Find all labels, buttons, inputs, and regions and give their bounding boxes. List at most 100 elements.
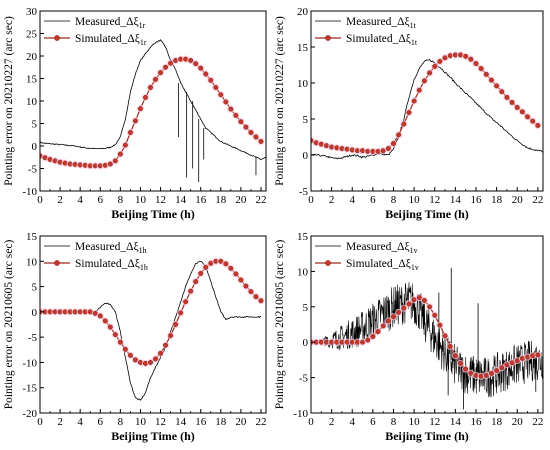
y-tick-label: 10	[26, 96, 38, 108]
x-tick-label: 2	[329, 194, 335, 206]
legend: Measured_Δξ1v Simulated_Δξ1v	[315, 241, 419, 272]
y-tick-label: 20	[297, 6, 309, 18]
simulated-point	[253, 134, 259, 140]
plot-area	[311, 267, 543, 410]
x-tick-label: 12	[429, 416, 440, 428]
simulated-point	[92, 310, 98, 316]
x-tick-label: 16	[195, 194, 207, 206]
plot-frame	[310, 235, 544, 414]
x-tick-label: 12	[155, 416, 166, 428]
simulated-point	[122, 142, 128, 148]
simulated-point	[483, 71, 489, 77]
simulated-point	[223, 99, 229, 105]
x-tick-label: 10	[135, 416, 147, 428]
simulated-point	[183, 299, 189, 305]
x-tick-label: 6	[370, 194, 376, 206]
x-tick-label: 16	[470, 416, 482, 428]
panel-1: 0 2 4 6 8 10 12 14 16 18 20 22 -10 -5 0 5 10 15 20 25 30 Beij…	[3, 6, 267, 221]
simulated-point	[153, 76, 158, 82]
simulated-point	[458, 52, 463, 58]
simulated-point	[483, 373, 489, 378]
x-tick-label: 22	[255, 416, 266, 428]
simulated-point	[339, 146, 345, 151]
simulated-point	[329, 339, 335, 345]
simulated-point	[324, 339, 329, 345]
x-tick-label: 0	[308, 416, 314, 428]
simulated-point	[318, 339, 324, 345]
y-tick-label: -20	[22, 408, 37, 420]
simulated-point	[473, 61, 479, 67]
simulated-point	[396, 132, 402, 138]
simulated-point	[334, 145, 340, 151]
simulated-point	[396, 310, 402, 315]
simulated-point	[117, 339, 123, 345]
simulated-point	[339, 339, 345, 345]
simulated-point	[218, 258, 224, 264]
simulated-point	[411, 98, 417, 104]
simulated-point	[463, 53, 469, 59]
simulated-point	[344, 339, 350, 345]
y-tick-label: -10	[22, 357, 37, 369]
simulated-point	[349, 339, 355, 345]
x-tick-label: 4	[349, 416, 355, 428]
simulated-point	[375, 329, 381, 335]
y-axis-label: Pointing error on 20210227 (arc sec)	[274, 16, 286, 186]
x-tick-label: 20	[512, 194, 524, 206]
x-tick-label: 18	[215, 194, 227, 206]
simulated-point	[442, 55, 448, 61]
simulated-point	[248, 130, 254, 135]
x-tick-label: 16	[195, 416, 207, 428]
simulated-point	[153, 356, 158, 362]
simulated-point	[258, 139, 264, 144]
simulated-point	[452, 353, 458, 359]
legend: Measured_Δξ1r Simulated_Δξ1r	[44, 16, 147, 47]
simulated-point	[504, 94, 510, 100]
x-tick-label: 8	[391, 416, 397, 428]
simulated-point	[442, 333, 448, 339]
simulated-point	[365, 337, 371, 343]
simulated-point	[243, 124, 249, 130]
plot-area	[311, 51, 543, 160]
y-tick-label: 0	[32, 141, 38, 153]
simulated-point	[313, 140, 319, 146]
simulated-point	[427, 304, 433, 310]
simulated-point	[203, 264, 209, 270]
legend-label: Measured_Δξ1v	[346, 241, 418, 255]
simulated-point	[112, 332, 118, 338]
simulated-point	[228, 265, 234, 271]
simulated-point	[401, 121, 407, 127]
simulated-point	[447, 343, 453, 349]
simulated-point	[530, 353, 536, 359]
x-tick-label: 12	[155, 194, 166, 206]
y-tick-label: 5	[303, 302, 309, 314]
x-tick-label: 16	[470, 194, 482, 206]
simulated-point	[535, 123, 541, 128]
series-measured-line	[40, 260, 262, 401]
y-tick-label: 5	[303, 114, 309, 126]
simulated-point	[447, 53, 453, 59]
x-tick-label: 22	[532, 416, 543, 428]
series-simulated-line	[311, 54, 539, 152]
plot-area	[40, 39, 266, 182]
x-tick-label: 22	[255, 194, 266, 206]
simulated-point	[193, 279, 199, 284]
y-tick-label: 10	[297, 266, 309, 278]
simulated-point	[535, 352, 541, 358]
simulated-point	[334, 339, 340, 345]
simulated-point	[504, 362, 510, 368]
simulated-point	[253, 294, 259, 300]
simulated-point	[354, 148, 360, 154]
simulated-point	[122, 346, 128, 352]
simulated-point	[258, 298, 264, 304]
x-tick-label: 0	[37, 194, 43, 206]
plot-area	[40, 257, 265, 401]
simulated-point	[463, 366, 469, 372]
legend-label: Simulated_Δξ1r	[75, 33, 147, 47]
legend-label: Simulated_Δξ1v	[346, 258, 419, 272]
simulated-point	[391, 141, 396, 146]
simulated-point	[452, 52, 458, 58]
legend-swatch-marker	[325, 35, 331, 41]
simulated-point	[473, 373, 479, 378]
simulated-point	[168, 333, 174, 339]
